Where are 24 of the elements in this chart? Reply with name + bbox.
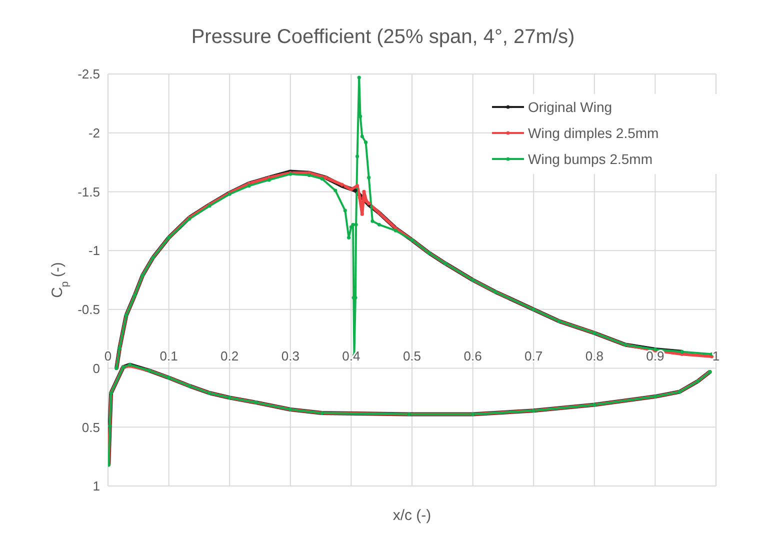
y-tick-label: 1 xyxy=(92,478,100,494)
legend-label: Wing dimples 2.5mm xyxy=(528,125,659,141)
legend-label: Original Wing xyxy=(528,99,612,115)
y-tick-label: -1.5 xyxy=(78,184,100,200)
y-tick-label: -0.5 xyxy=(78,302,100,318)
x-tick-label: 0 xyxy=(104,348,112,364)
x-axis-title: x/c (-) xyxy=(392,507,432,524)
x-tick-label: 0.6 xyxy=(464,348,482,364)
legend-label: Wing bumps 2.5mm xyxy=(528,151,652,167)
chart-title: Pressure Coefficient (25% span, 4°, 27m/s) xyxy=(190,26,576,49)
y-tick-label: 0 xyxy=(92,360,100,376)
y-tick-label: -1 xyxy=(88,243,100,258)
y-tick-label: -2 xyxy=(88,125,100,140)
x-tick-label: 0.1 xyxy=(160,348,178,364)
x-tick-label: 0.3 xyxy=(281,348,300,364)
x-tick-label: 0.7 xyxy=(524,348,543,364)
x-tick-label: 0.5 xyxy=(402,348,422,364)
x-tick-label: 1 xyxy=(712,348,720,364)
x-tick-label: 0.8 xyxy=(585,348,604,364)
y-tick-label: 0.5 xyxy=(82,420,100,435)
x-tick-label: 0.2 xyxy=(220,348,239,364)
x-tick-label: 0.4 xyxy=(342,348,360,364)
x-tick-label: 0.9 xyxy=(646,348,664,364)
y-tick-label: -2.5 xyxy=(78,66,100,82)
